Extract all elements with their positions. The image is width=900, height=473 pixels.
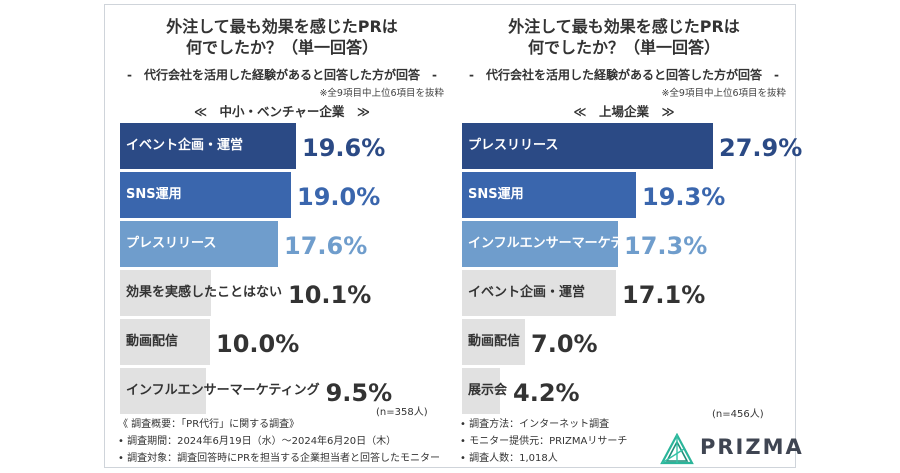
logo-text: PRIZMA bbox=[700, 435, 804, 459]
bar-value-label: 19.0% bbox=[297, 183, 381, 211]
bar bbox=[462, 270, 616, 316]
excerpt-note: ※全9項目中上位6項目を抜粋 bbox=[319, 88, 444, 99]
survey-count: • 調査人数：1,018人 bbox=[460, 453, 558, 464]
bar-category-label: 効果を実感したことはない bbox=[126, 285, 283, 300]
bar bbox=[462, 319, 525, 365]
survey-provider: • モニター提供元：PRIZMAリサーチ bbox=[460, 436, 628, 447]
bar-category-label: イベント企画・運営 bbox=[468, 285, 586, 300]
chart-title-line1: 外注して最も効果を感じたPRは bbox=[508, 17, 740, 36]
segment-label: ≪ 中小・ベンチャー企業 ≫ bbox=[193, 104, 371, 119]
survey-summary-heading: 《 調査概要：「PR代行」に関する調査》 bbox=[118, 419, 300, 430]
survey-summary-right: • 調査方法：インターネット調査 • モニター提供元：PRIZMAリサーチ • … bbox=[460, 416, 627, 467]
bar bbox=[120, 123, 296, 169]
chart-title-line2: 何でしたか？（単一回答） bbox=[527, 38, 720, 57]
bar-value-label: 19.6% bbox=[302, 134, 386, 162]
bar bbox=[462, 221, 618, 267]
bar-category-label: プレスリリース bbox=[468, 138, 559, 153]
bar bbox=[120, 221, 278, 267]
bar bbox=[462, 123, 713, 169]
bar-value-label: 10.1% bbox=[288, 281, 372, 309]
survey-method: • 調査方法：インターネット調査 bbox=[460, 419, 610, 430]
sample-size: (n=358人) bbox=[376, 407, 428, 418]
bar bbox=[120, 172, 291, 218]
sample-size: (n=456人) bbox=[712, 409, 764, 420]
bar-category-label: イベント企画・運営 bbox=[126, 138, 244, 153]
chart-subtitle: - 代行会社を活用した経験があると回答した方が回答 - bbox=[127, 68, 437, 82]
bar-category-label: 動画配信 bbox=[126, 334, 179, 349]
bar bbox=[120, 368, 206, 414]
bar-chart-sme: イベント企画・運営 19.6% SNS運用 19.0% プレスリリース 17.6% 効果を実… bbox=[112, 0, 452, 420]
bar-value-label: 10.0% bbox=[216, 330, 300, 358]
segment-label: ≪ 上場企業 ≫ bbox=[573, 104, 675, 119]
bar-chart-listed: プレスリリース 27.9% SNS運用 19.3% インフルエンサーマーケティング 17.… bbox=[454, 0, 802, 420]
bar-category-label: プレスリリース bbox=[126, 236, 217, 251]
bar-value-label: 17.6% bbox=[284, 232, 368, 260]
bar-value-label: 9.5% bbox=[325, 379, 393, 407]
survey-target: • 調査対象：調査回答時にPRを担当する企業担当者と回答したモニター bbox=[118, 453, 441, 464]
bar-value-label: 7.0% bbox=[531, 330, 598, 358]
bar-value-label: 17.3% bbox=[624, 232, 708, 260]
bar-category-label: 動画配信 bbox=[468, 334, 521, 349]
chart-subtitle: - 代行会社を活用した経験があると回答した方が回答 - bbox=[469, 68, 779, 82]
prizma-triangle-logo-icon bbox=[660, 433, 694, 465]
bar-category-label: インフルエンサーマーケティング bbox=[468, 236, 662, 251]
bar-value-label: 4.2% bbox=[513, 379, 580, 407]
panel-listed: 外注して最も効果を感じたPRは 何でしたか？（単一回答） - 代行会社を活用した… bbox=[454, 0, 802, 420]
prizma-logo: PRIZMA bbox=[660, 433, 802, 465]
chart-title-line2: 何でしたか？（単一回答） bbox=[185, 38, 378, 57]
bar bbox=[462, 368, 500, 414]
bar-value-label: 19.3% bbox=[642, 183, 726, 211]
bar bbox=[120, 270, 211, 316]
bar bbox=[120, 319, 210, 365]
chart-title-line1: 外注して最も効果を感じたPRは bbox=[166, 17, 398, 36]
bar-category-label: インフルエンサーマーケティング bbox=[126, 383, 320, 398]
chart-title: 外注して最も効果を感じたPRは 何でしたか？（単一回答） bbox=[112, 16, 452, 58]
bar-value-label: 27.9% bbox=[719, 134, 803, 162]
bar bbox=[462, 172, 636, 218]
bar-value-label: 17.1% bbox=[622, 281, 706, 309]
bar-category-label: 展示会 bbox=[468, 383, 508, 398]
chart-title: 外注して最も効果を感じたPRは 何でしたか？（単一回答） bbox=[454, 16, 794, 58]
excerpt-note: ※全9項目中上位6項目を抜粋 bbox=[661, 88, 786, 99]
bar-category-label: SNS運用 bbox=[126, 187, 182, 202]
survey-period: • 調査期間：2024年6月19日（水）〜2024年6月20日（木） bbox=[118, 436, 397, 447]
panel-sme: 外注して最も効果を感じたPRは 何でしたか？（単一回答） - 代行会社を活用した… bbox=[112, 0, 452, 420]
survey-summary-left: 《 調査概要：「PR代行」に関する調査》 • 調査期間：2024年6月19日（水… bbox=[118, 416, 440, 467]
bar-category-label: SNS運用 bbox=[468, 187, 524, 202]
